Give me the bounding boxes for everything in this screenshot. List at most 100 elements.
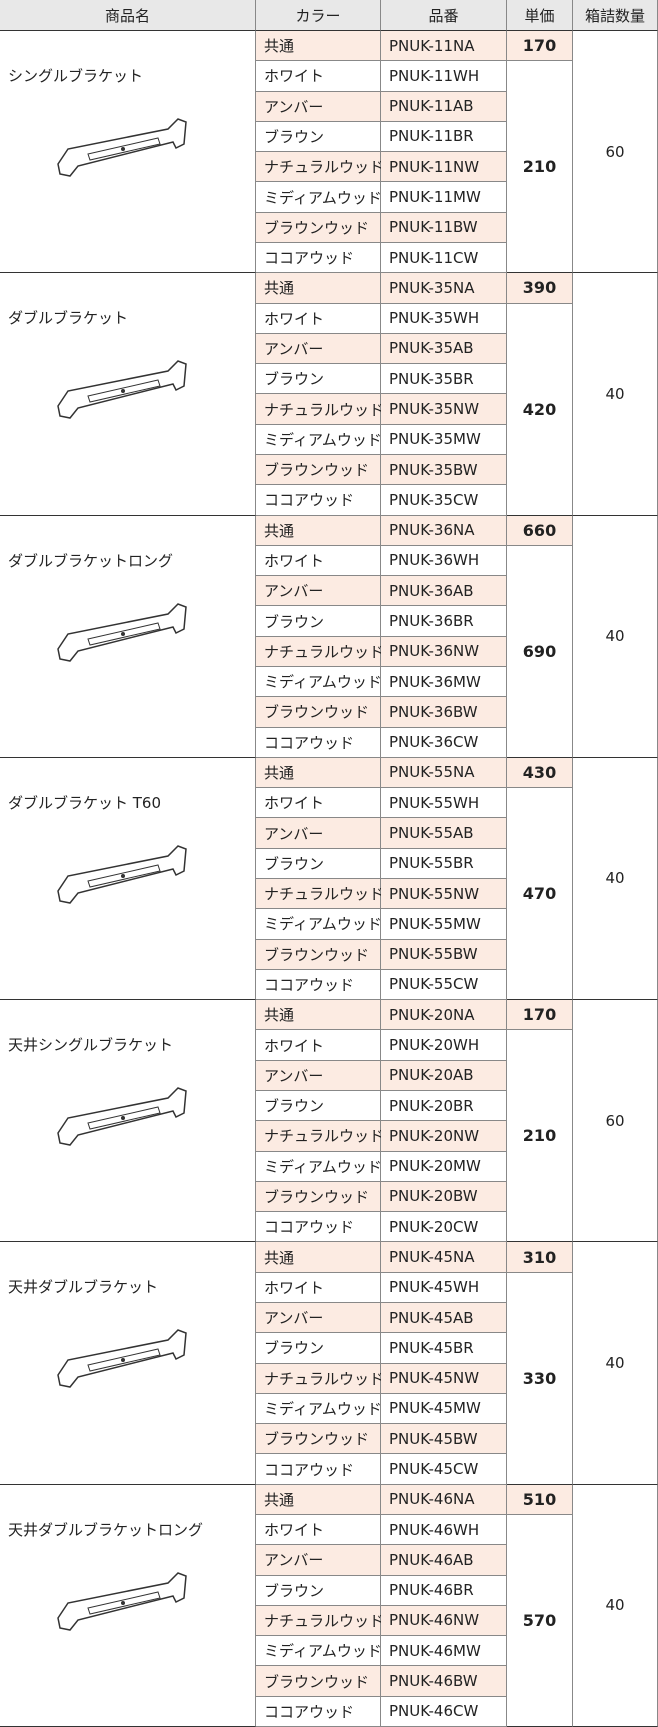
cell-text: 共通 bbox=[264, 763, 295, 782]
price-cell: 330 bbox=[507, 1272, 573, 1485]
color-cell: ナチュラルウッド bbox=[256, 879, 384, 910]
cell-text: シングルブラケット bbox=[8, 67, 144, 85]
product-cell: 天井シングルブラケット bbox=[0, 1000, 256, 1243]
color-cell: ブラウン bbox=[256, 1575, 381, 1606]
part-cell: PNUK-36NA bbox=[381, 515, 507, 546]
part-cell: PNUK-55NW bbox=[381, 879, 507, 910]
cell-text: PNUK-46BR bbox=[389, 1581, 474, 1600]
cell-text: PNUK-45BR bbox=[389, 1338, 474, 1357]
cell-text: 420 bbox=[522, 399, 557, 419]
part-cell: PNUK-11BW bbox=[381, 212, 507, 243]
part-cell: PNUK-35NW bbox=[381, 394, 507, 425]
color-cell: ホワイト bbox=[256, 788, 381, 819]
color-cell: ブラウンウッド bbox=[256, 1424, 381, 1455]
price-cell: 210 bbox=[507, 61, 573, 274]
cell-text: ホワイト bbox=[264, 1036, 325, 1055]
cell-text: 210 bbox=[522, 1126, 557, 1146]
color-cell: 共通 bbox=[256, 515, 381, 546]
part-cell: PNUK-11MW bbox=[381, 182, 507, 213]
cell-text: PNUK-35NW bbox=[389, 400, 480, 419]
quantity-cell: 40 bbox=[573, 1484, 658, 1727]
color-cell: ナチュラルウッド bbox=[256, 394, 385, 425]
cell-text: ナチュラルウッド bbox=[264, 400, 385, 419]
cell-text: ブラウンウッド bbox=[264, 1430, 370, 1449]
price-common-cell: 430 bbox=[507, 757, 573, 789]
cell-text: アンバー bbox=[264, 824, 324, 843]
cell-text: PNUK-20AB bbox=[389, 1066, 474, 1085]
cell-text: PNUK-55NW bbox=[389, 884, 480, 903]
cell-text: 40 bbox=[605, 627, 625, 646]
cell-text: 商品名 bbox=[104, 6, 150, 25]
cell-text: 660 bbox=[522, 520, 557, 540]
cell-text: PNUK-45WH bbox=[389, 1278, 480, 1297]
cell-text: PNUK-11BW bbox=[389, 218, 478, 237]
cell-text: 60 bbox=[605, 142, 625, 161]
part-cell: PNUK-45NW bbox=[381, 1363, 507, 1394]
cell-text: 210 bbox=[522, 157, 557, 177]
cell-text: PNUK-35CW bbox=[389, 490, 479, 509]
price-common-cell: 310 bbox=[507, 1242, 573, 1273]
cell-text: ホワイト bbox=[264, 551, 325, 570]
cell-text: ナチュラルウッド bbox=[264, 642, 385, 661]
cell-text: ホワイト bbox=[264, 1521, 325, 1540]
product-image bbox=[57, 602, 187, 662]
cell-text: PNUK-35WH bbox=[389, 309, 480, 328]
price-common-cell: 390 bbox=[507, 273, 573, 304]
cell-text: 単価 bbox=[524, 6, 555, 25]
part-cell: PNUK-36AB bbox=[381, 576, 507, 607]
color-cell: ブラウンウッド bbox=[256, 1181, 381, 1213]
part-cell: PNUK-11BR bbox=[381, 121, 507, 153]
part-cell: PNUK-46WH bbox=[381, 1515, 507, 1546]
cell-text: アンバー bbox=[264, 1309, 324, 1328]
price-common-cell: 660 bbox=[507, 515, 573, 546]
cell-text: ココアウッド bbox=[264, 249, 355, 268]
cell-text: PNUK-45AB bbox=[389, 1308, 474, 1327]
cell-text: ブラウン bbox=[264, 127, 325, 146]
part-cell: PNUK-35AB bbox=[381, 333, 507, 365]
part-cell: PNUK-11CW bbox=[381, 243, 507, 274]
cell-text: ブラウン bbox=[264, 1097, 325, 1116]
cell-text: 690 bbox=[522, 641, 557, 661]
cell-text: ミディアムウッド bbox=[264, 188, 382, 207]
part-cell: PNUK-20BR bbox=[381, 1091, 507, 1122]
color-cell: ブラウンウッド bbox=[256, 1666, 381, 1697]
cell-text: 天井ダブルブラケットロング bbox=[8, 1520, 204, 1539]
part-cell: PNUK-55MW bbox=[381, 909, 507, 940]
cell-text: ナチュラルウッド bbox=[264, 158, 385, 177]
product-image bbox=[57, 1571, 187, 1631]
part-cell: PNUK-46BW bbox=[381, 1666, 507, 1697]
cell-text: ブラウン bbox=[264, 854, 325, 873]
cell-text: 共通 bbox=[264, 521, 295, 540]
color-cell: 共通 bbox=[256, 1242, 381, 1273]
color-cell: 共通 bbox=[256, 273, 381, 304]
color-cell: ホワイト bbox=[256, 303, 381, 334]
quantity-cell: 40 bbox=[573, 515, 658, 758]
part-cell: PNUK-46BR bbox=[381, 1575, 507, 1606]
cell-text: PNUK-36BR bbox=[389, 612, 474, 631]
cell-text: PNUK-46MW bbox=[389, 1641, 481, 1660]
product-cell: 天井ダブルブラケットロング bbox=[0, 1484, 256, 1727]
color-cell: アンバー bbox=[256, 91, 381, 122]
part-cell: PNUK-55BW bbox=[381, 939, 507, 970]
part-cell: PNUK-55BR bbox=[381, 848, 507, 879]
cell-text: PNUK-36CW bbox=[389, 733, 479, 752]
quantity-cell: 40 bbox=[573, 757, 658, 1001]
cell-text: PNUK-36AB bbox=[389, 581, 474, 600]
cell-text: 570 bbox=[522, 1611, 557, 1630]
cell-text: 470 bbox=[522, 884, 557, 904]
part-cell: PNUK-35BW bbox=[381, 455, 507, 486]
color-cell: ミディアムウッド bbox=[256, 182, 382, 213]
part-cell: PNUK-35NA bbox=[381, 273, 507, 304]
product-image bbox=[57, 360, 187, 420]
cell-text: 60 bbox=[605, 1111, 625, 1130]
color-cell: アンバー bbox=[256, 1060, 381, 1091]
part-cell: PNUK-20BW bbox=[381, 1181, 507, 1213]
cell-text: ココアウッド bbox=[264, 1218, 355, 1237]
cell-text: 天井シングルブラケット bbox=[8, 1036, 174, 1055]
part-cell: PNUK-36WH bbox=[381, 545, 507, 577]
cell-text: PNUK-20NW bbox=[389, 1126, 480, 1145]
cell-text: 170 bbox=[522, 1005, 557, 1025]
color-cell: ブラウン bbox=[256, 1091, 381, 1122]
part-cell: PNUK-35MW bbox=[381, 424, 507, 455]
